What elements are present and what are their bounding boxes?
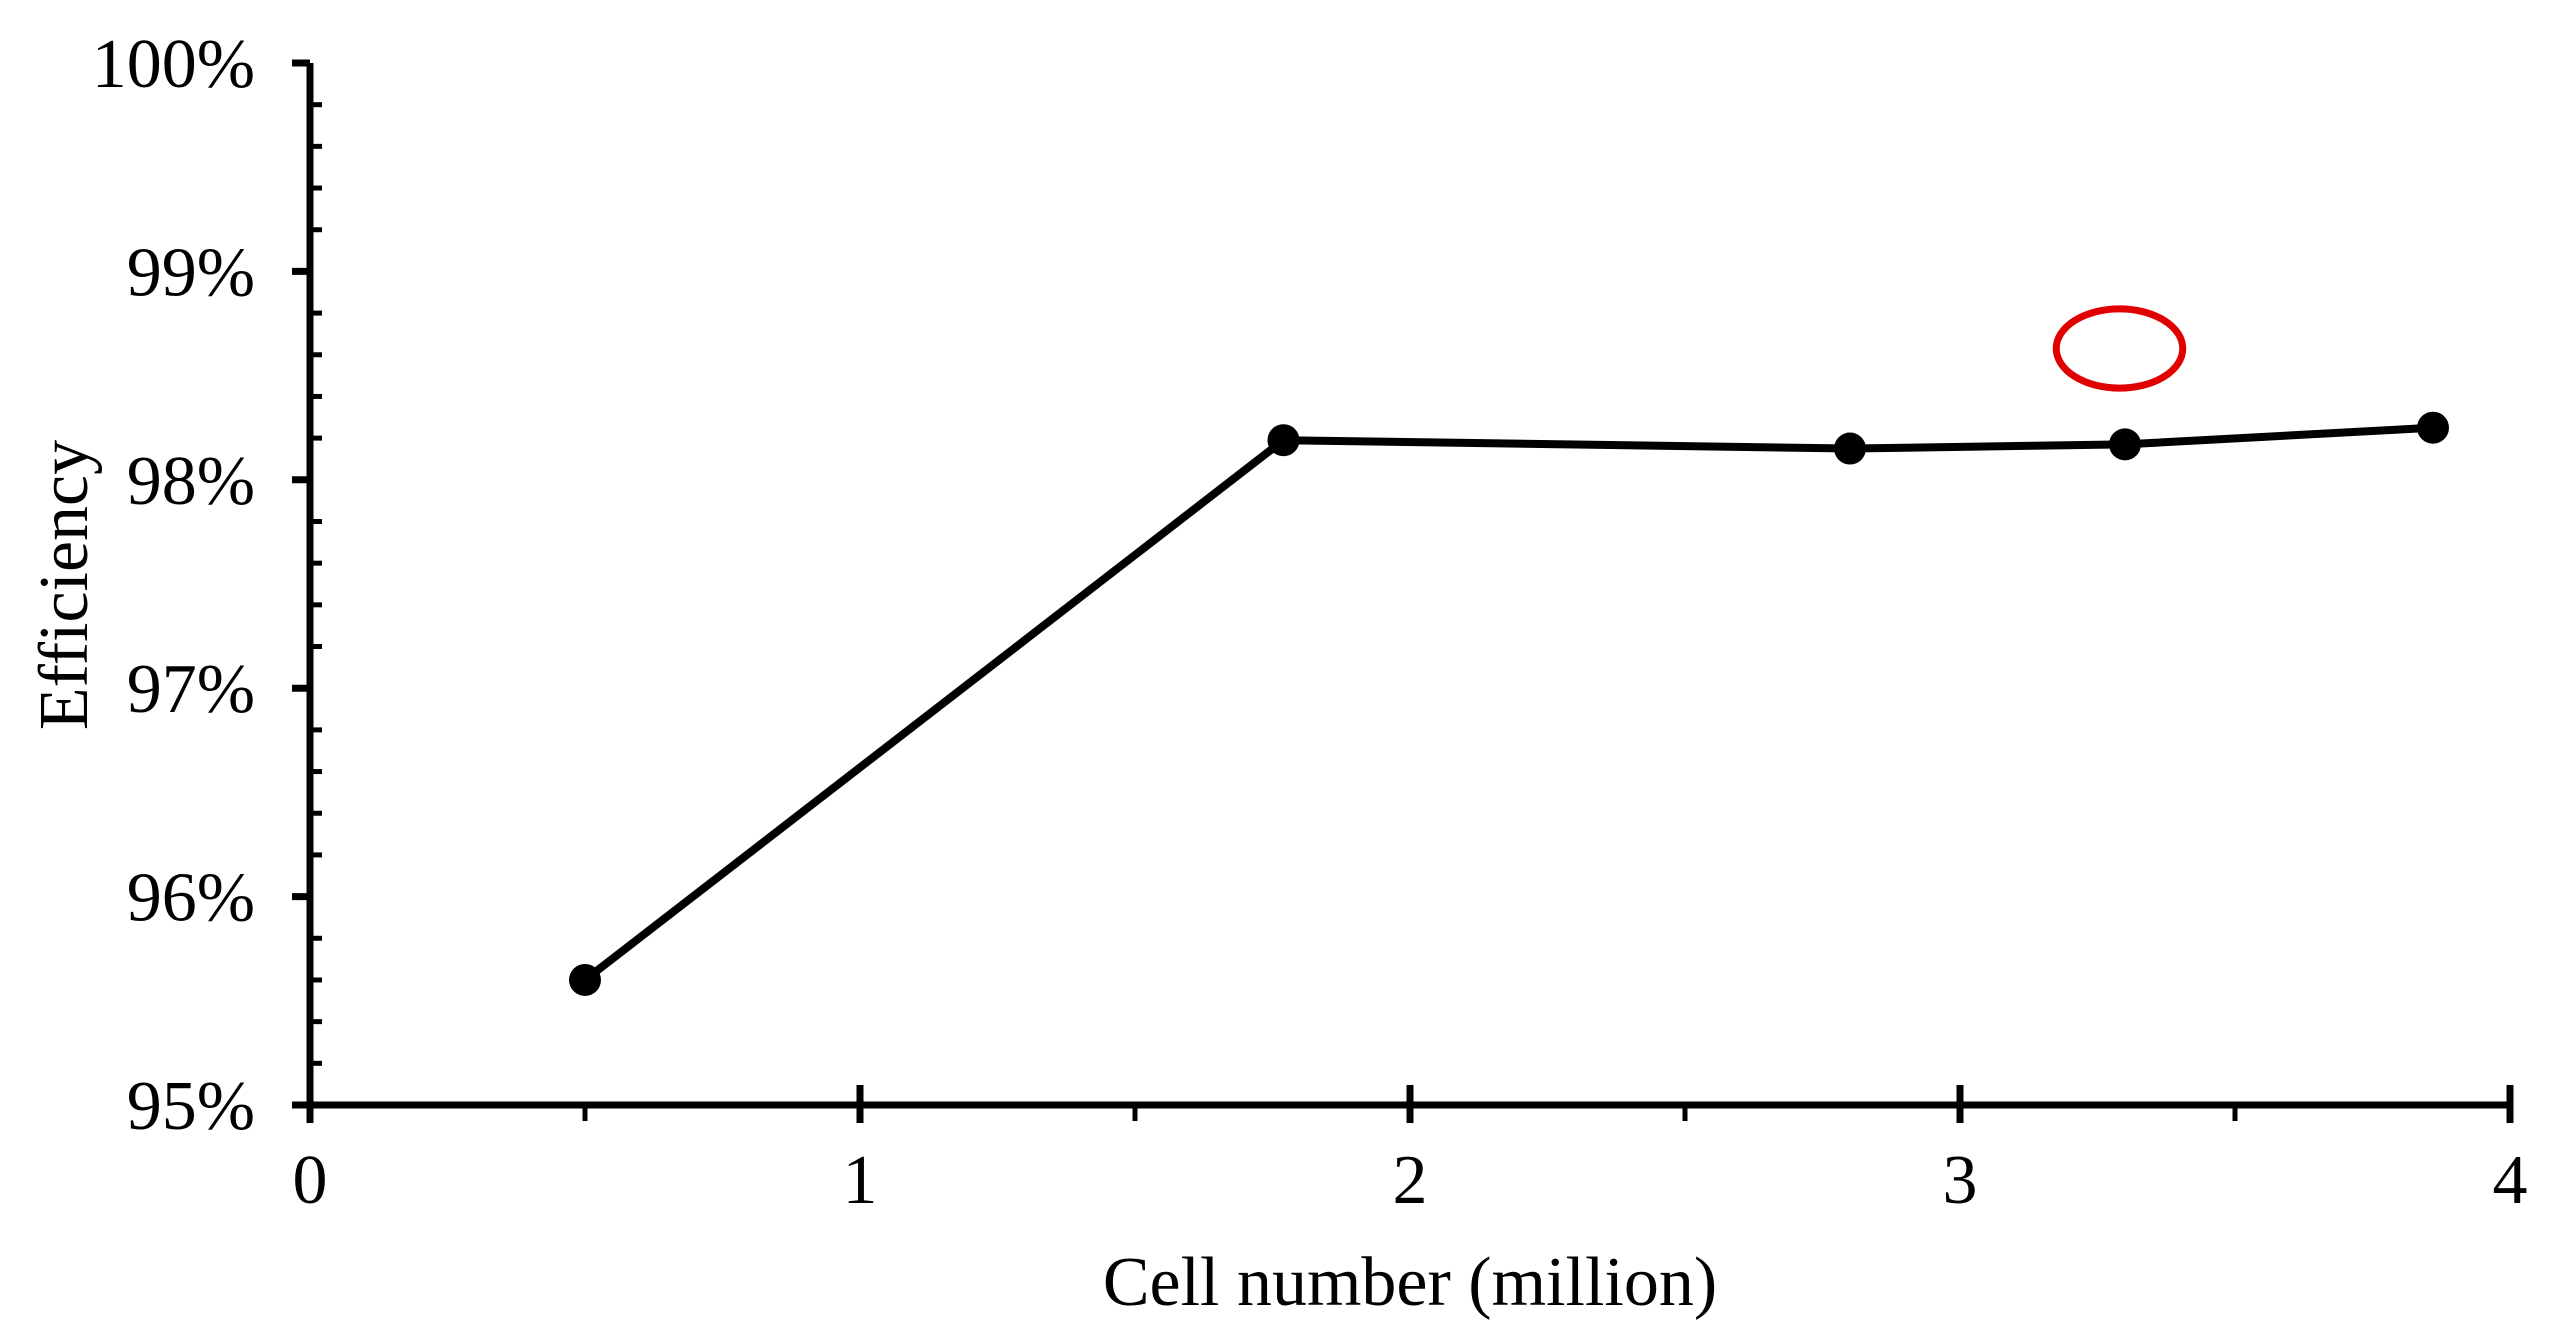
data-point: [2109, 428, 2141, 461]
data-point: [2417, 411, 2449, 444]
y-tick-label: 97%: [127, 651, 255, 728]
x-tick-label: 4: [2493, 1142, 2528, 1219]
y-tick-label: 95%: [127, 1068, 255, 1145]
x-tick-labels: 0 1 2 3 4: [293, 1142, 2528, 1219]
x-tick-label: 3: [1943, 1142, 1978, 1219]
x-tick-label: 0: [293, 1142, 328, 1219]
axis-ticks: [292, 59, 2514, 1123]
y-axis-title: Efficiency: [26, 440, 103, 730]
highlight-ellipse: [2052, 305, 2187, 392]
data-point: [569, 963, 601, 996]
x-axis-title: Cell number (million): [1103, 1244, 1717, 1321]
y-tick-label: 100%: [92, 26, 255, 103]
x-tick-label: 1: [843, 1142, 878, 1219]
data-point: [1267, 424, 1300, 457]
y-tick-labels: 95% 96% 97% 98% 99% 100%: [92, 26, 255, 1145]
y-tick-label: 96%: [127, 860, 255, 937]
series-layer: [569, 411, 2449, 996]
series-line: [582, 423, 2434, 984]
data-point: [1834, 432, 1866, 465]
y-tick-label: 99%: [127, 234, 255, 311]
annotation-layer: [2052, 305, 2187, 392]
axes: [306, 63, 2510, 1109]
y-tick-label: 98%: [127, 443, 255, 520]
x-tick-label: 2: [1393, 1142, 1428, 1219]
